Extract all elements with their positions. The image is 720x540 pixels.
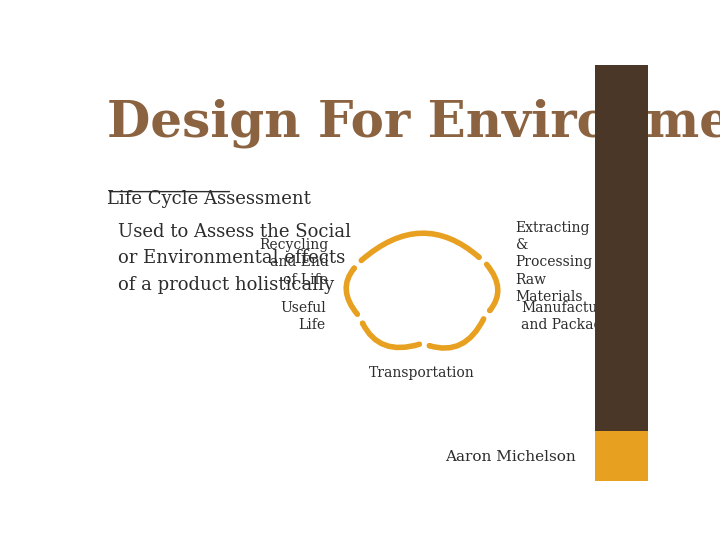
- Bar: [595, 65, 648, 431]
- FancyArrowPatch shape: [346, 268, 357, 314]
- FancyArrowPatch shape: [429, 319, 484, 348]
- Bar: [595, 431, 648, 481]
- Text: Transportation: Transportation: [369, 366, 475, 380]
- Text: Recycling
and End
of Life: Recycling and End of Life: [259, 238, 328, 287]
- Text: Manufacturing
and Packaging: Manufacturing and Packaging: [521, 301, 626, 332]
- Text: Design For Environment: Design For Environment: [107, 98, 720, 147]
- FancyArrowPatch shape: [487, 265, 498, 310]
- FancyArrowPatch shape: [363, 323, 419, 348]
- Text: Aaron Michelson: Aaron Michelson: [445, 450, 575, 464]
- Text: Used to Assess the Social
or Environmental effects
of a product holistically: Used to Assess the Social or Environment…: [118, 223, 351, 294]
- Text: Useful
Life: Useful Life: [280, 301, 325, 332]
- FancyArrowPatch shape: [361, 233, 479, 260]
- Text: Life Cycle Assessment: Life Cycle Assessment: [107, 190, 310, 207]
- Text: Extracting
&
Processing
Raw
Materials: Extracting & Processing Raw Materials: [516, 221, 593, 304]
